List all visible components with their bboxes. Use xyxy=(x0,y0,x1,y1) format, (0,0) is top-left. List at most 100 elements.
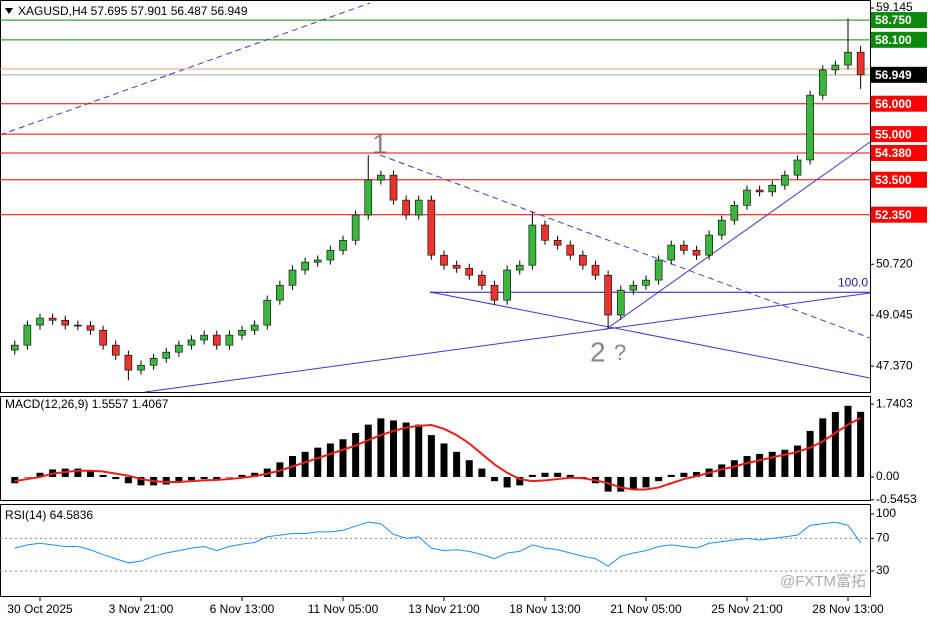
y-tick-label: 100 xyxy=(876,506,896,520)
macd-bar xyxy=(364,424,372,477)
wave-label: ? xyxy=(614,340,626,365)
candle-body xyxy=(23,324,32,346)
candle-body xyxy=(553,239,562,246)
candle-body xyxy=(642,279,650,286)
macd-bar xyxy=(642,476,650,488)
macd-bar xyxy=(402,422,410,477)
candle-body xyxy=(225,334,234,346)
trendlines xyxy=(0,2,871,393)
macd-bar xyxy=(844,405,852,477)
macd-bar xyxy=(11,476,19,484)
candle-body xyxy=(339,239,347,251)
candle-body xyxy=(111,344,120,356)
candle-body xyxy=(806,94,814,161)
macd-bar xyxy=(756,453,764,477)
macd-bar xyxy=(124,476,132,484)
macd-bar xyxy=(390,420,397,477)
candle-body xyxy=(389,174,398,201)
channel-line xyxy=(379,154,871,339)
candle-body xyxy=(730,204,739,221)
candle-body xyxy=(692,249,701,256)
macd-bar xyxy=(74,468,82,477)
rsi-title: RSI(14) 64.5836 xyxy=(5,508,93,522)
macd-bar xyxy=(806,430,814,477)
macd-bar xyxy=(112,476,120,480)
candle-body xyxy=(250,324,259,331)
candle-body xyxy=(528,224,537,266)
macd-bar xyxy=(680,472,688,477)
candle-body xyxy=(541,224,549,241)
price-box-label: 53.500 xyxy=(875,173,912,187)
candle-body xyxy=(74,324,82,327)
price-box xyxy=(871,206,927,223)
candle-body xyxy=(667,244,676,261)
macd-bar xyxy=(566,474,574,477)
signal-line xyxy=(14,417,862,491)
candle-body xyxy=(831,64,840,71)
x-tick-label: 18 Nov 13:00 xyxy=(509,602,581,616)
macd-bar xyxy=(352,433,360,477)
macd-bar xyxy=(617,476,625,492)
price-box xyxy=(871,95,927,112)
chart-title: XAGUSD,H4 57.695 57.901 56.487 56.949 xyxy=(18,4,248,18)
macd-bar xyxy=(478,468,486,477)
candle-body xyxy=(579,254,587,266)
candle-body xyxy=(48,317,57,321)
macd-bar xyxy=(516,476,524,486)
frame xyxy=(0,0,871,597)
candle-body xyxy=(591,264,600,276)
candle-body xyxy=(351,214,360,241)
macd-bar xyxy=(503,476,511,488)
macd-bar xyxy=(491,476,498,482)
macd-bar xyxy=(667,474,675,477)
candle-body xyxy=(377,174,385,181)
candle-body xyxy=(566,244,575,256)
x-tick-label: 6 Nov 13:00 xyxy=(210,602,275,616)
x-tick-label: 11 Nov 05:00 xyxy=(308,602,379,616)
candle-body xyxy=(276,284,284,301)
price-box xyxy=(871,171,927,188)
candle-body xyxy=(818,69,827,96)
candle-body xyxy=(743,189,751,206)
candle-body xyxy=(755,189,764,193)
rsi-line xyxy=(14,521,862,567)
candle-body xyxy=(440,254,448,266)
rsi-panel xyxy=(0,504,871,597)
wave-label: 1 xyxy=(372,128,388,159)
candle-body xyxy=(503,269,511,301)
price-box-label: 56.949 xyxy=(875,68,912,82)
price-box xyxy=(871,126,927,143)
price-box xyxy=(871,12,927,29)
x-tick-label: 21 Nov 05:00 xyxy=(610,602,682,616)
candle-body xyxy=(793,159,802,176)
macd-bar xyxy=(251,472,259,477)
macd-bar xyxy=(301,451,309,477)
candle-body xyxy=(175,344,183,353)
macd-bar xyxy=(326,443,334,477)
price-box-label: 55.000 xyxy=(875,127,912,141)
macd-bar xyxy=(655,476,663,482)
x-tick-label: 30 Oct 2025 xyxy=(7,602,73,616)
macd-bar xyxy=(781,449,789,477)
candle-body xyxy=(99,329,107,346)
candle-body xyxy=(86,325,95,331)
candle-body xyxy=(187,339,196,346)
candle-body xyxy=(414,199,423,216)
macd-bar xyxy=(743,456,751,477)
macd-bar xyxy=(188,476,195,481)
candle-body xyxy=(427,199,436,256)
macd-bar xyxy=(225,476,233,478)
macd-bar xyxy=(541,472,549,477)
candle-body xyxy=(604,274,612,316)
candle-body xyxy=(124,354,133,371)
x-tick-label: 25 Nov 21:00 xyxy=(711,602,783,616)
candle-body xyxy=(326,249,335,261)
candle-body xyxy=(452,264,461,269)
macd-bar xyxy=(528,474,536,477)
trend-line xyxy=(604,141,871,331)
macd-bar xyxy=(137,476,145,486)
x-tick-label: 28 Nov 13:00 xyxy=(812,602,884,616)
candle-body xyxy=(200,334,208,341)
x-tick-label: 13 Nov 21:00 xyxy=(408,602,480,616)
candle-body xyxy=(36,317,44,326)
